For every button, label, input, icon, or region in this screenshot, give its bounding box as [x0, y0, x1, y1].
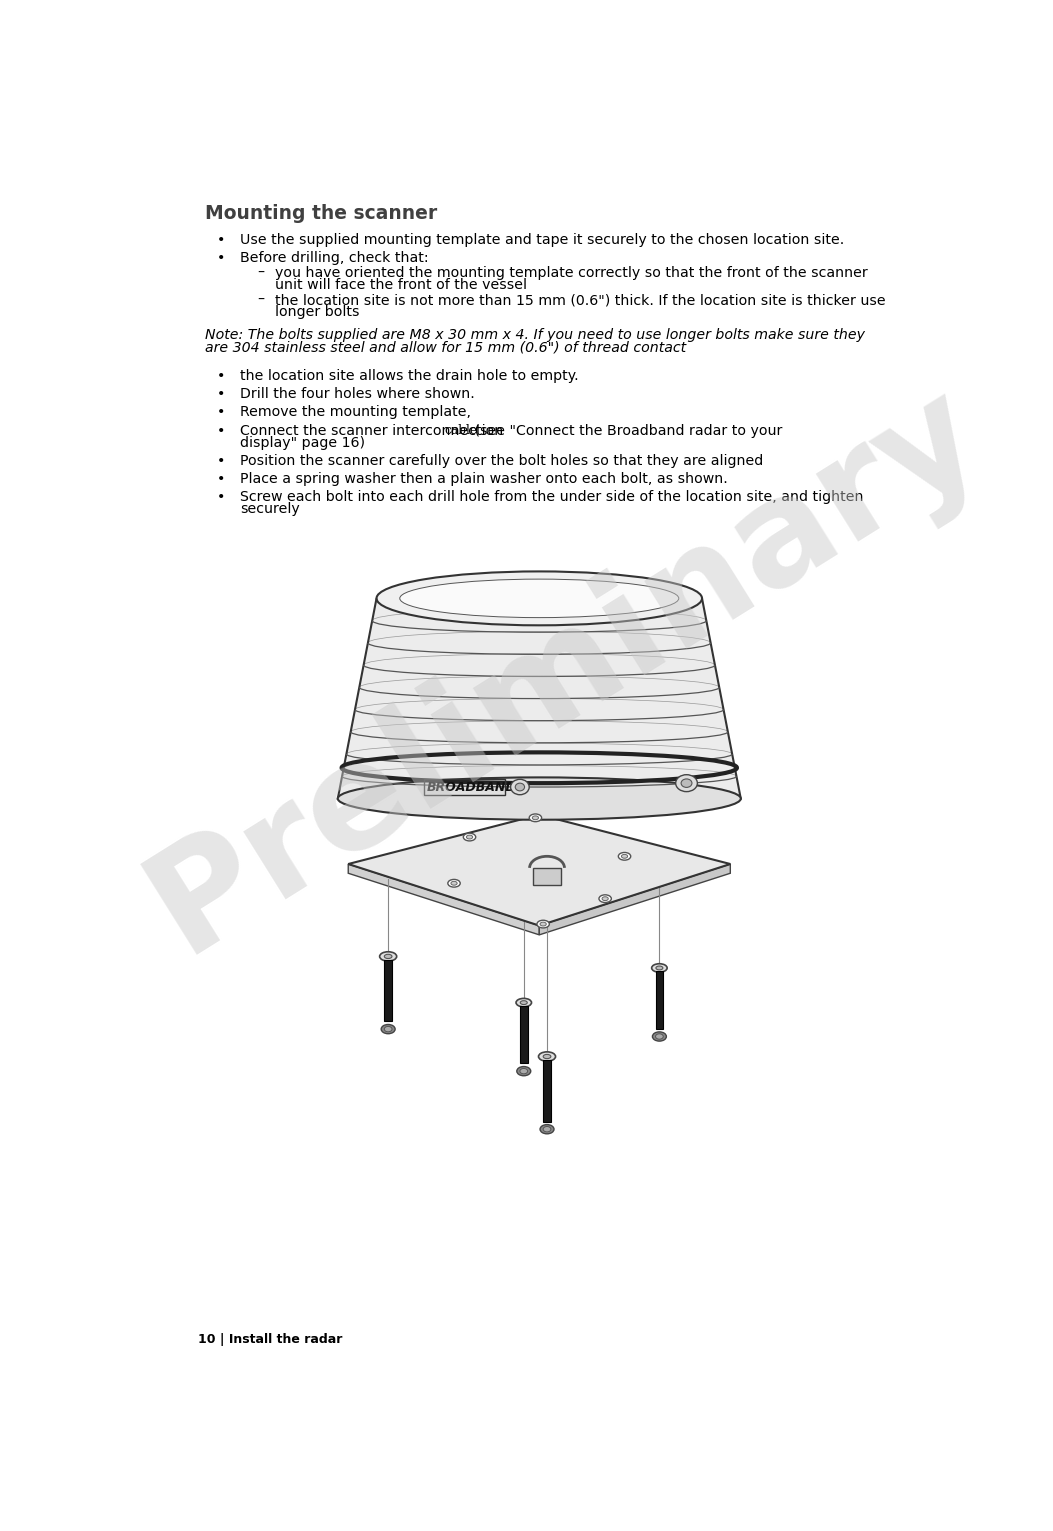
Text: the location site allows the drain hole to empty.: the location site allows the drain hole … [240, 369, 579, 383]
Ellipse shape [530, 814, 541, 822]
Text: BROADBAND: BROADBAND [426, 781, 517, 793]
Ellipse shape [533, 816, 538, 819]
Ellipse shape [520, 1069, 528, 1073]
Polygon shape [349, 814, 731, 926]
Ellipse shape [515, 784, 524, 792]
Text: –: – [257, 266, 264, 280]
Text: securely: securely [240, 502, 300, 516]
Text: •: • [217, 251, 225, 265]
Polygon shape [539, 863, 731, 935]
Text: cable: cable [444, 424, 477, 436]
Text: display" page 16): display" page 16) [240, 435, 365, 450]
Text: Mounting the scanner: Mounting the scanner [205, 204, 437, 222]
Ellipse shape [451, 882, 457, 885]
Ellipse shape [543, 1055, 551, 1058]
Bar [423, 779, 505, 795]
Ellipse shape [602, 897, 609, 900]
Text: (see "Connect the Broadband radar to your: (see "Connect the Broadband radar to you… [470, 424, 782, 438]
Ellipse shape [377, 571, 702, 625]
Bar [384, 960, 392, 1021]
Ellipse shape [463, 833, 476, 841]
Ellipse shape [516, 998, 532, 1007]
Ellipse shape [618, 853, 631, 860]
Ellipse shape [656, 1033, 663, 1040]
Text: •: • [217, 424, 225, 438]
Ellipse shape [676, 775, 697, 792]
Polygon shape [338, 599, 740, 799]
Text: –: – [257, 292, 264, 308]
Ellipse shape [537, 920, 550, 928]
Ellipse shape [517, 1067, 531, 1076]
Text: you have oriented the mounting template correctly so that the front of the scann: you have oriented the mounting template … [275, 266, 868, 280]
Text: •: • [217, 472, 225, 485]
Ellipse shape [652, 963, 668, 972]
Text: unit will face the front of the vessel: unit will face the front of the vessel [275, 279, 526, 292]
Text: Before drilling, check that:: Before drilling, check that: [240, 251, 429, 265]
Ellipse shape [511, 779, 530, 795]
Ellipse shape [466, 834, 473, 839]
Bar [543, 1059, 551, 1122]
Ellipse shape [540, 1125, 554, 1134]
Ellipse shape [656, 966, 663, 971]
Bar [520, 1006, 528, 1064]
Ellipse shape [681, 779, 692, 787]
Polygon shape [349, 863, 539, 935]
Ellipse shape [538, 1052, 556, 1061]
Text: Preliminary: Preliminary [125, 358, 1006, 981]
Ellipse shape [599, 894, 612, 902]
Ellipse shape [384, 1026, 392, 1032]
Text: •: • [217, 406, 225, 419]
Text: •: • [217, 369, 225, 383]
Ellipse shape [338, 778, 740, 819]
Text: Place a spring washer then a plain washer onto each bolt, as shown.: Place a spring washer then a plain washe… [240, 472, 728, 485]
Text: •: • [217, 453, 225, 467]
Text: 10 | Install the radar: 10 | Install the radar [198, 1332, 342, 1346]
Ellipse shape [520, 1001, 528, 1004]
Bar [533, 868, 561, 885]
Ellipse shape [540, 922, 547, 926]
Text: •: • [217, 233, 225, 246]
Text: Screw each bolt into each drill hole from the under side of the location site, a: Screw each bolt into each drill hole fro… [240, 490, 863, 504]
Text: are 304 stainless steel and allow for 15 mm (0.6") of thread contact: are 304 stainless steel and allow for 15… [205, 340, 687, 354]
Text: Use the supplied mounting template and tape it securely to the chosen location s: Use the supplied mounting template and t… [240, 233, 845, 246]
Ellipse shape [448, 879, 460, 886]
Text: Position the scanner carefully over the bolt holes so that they are aligned: Position the scanner carefully over the … [240, 453, 763, 467]
Text: the location site is not more than 15 mm (0.6") thick. If the location site is t: the location site is not more than 15 mm… [275, 292, 886, 308]
Ellipse shape [381, 1024, 395, 1033]
Text: longer bolts: longer bolts [275, 305, 359, 318]
Text: Connect the scanner interconnection: Connect the scanner interconnection [240, 424, 503, 438]
Text: Note: The bolts supplied are M8 x 30 mm x 4. If you need to use longer bolts mak: Note: The bolts supplied are M8 x 30 mm … [205, 328, 866, 341]
Text: •: • [217, 490, 225, 504]
Bar [656, 971, 663, 1029]
Ellipse shape [653, 1032, 667, 1041]
Ellipse shape [384, 954, 392, 958]
Ellipse shape [543, 1127, 551, 1131]
Text: Remove the mounting template,: Remove the mounting template, [240, 406, 471, 419]
Ellipse shape [380, 952, 397, 961]
Text: Drill the four holes where shown.: Drill the four holes where shown. [240, 387, 475, 401]
Ellipse shape [400, 579, 679, 617]
Text: •: • [217, 387, 225, 401]
Ellipse shape [621, 854, 628, 859]
